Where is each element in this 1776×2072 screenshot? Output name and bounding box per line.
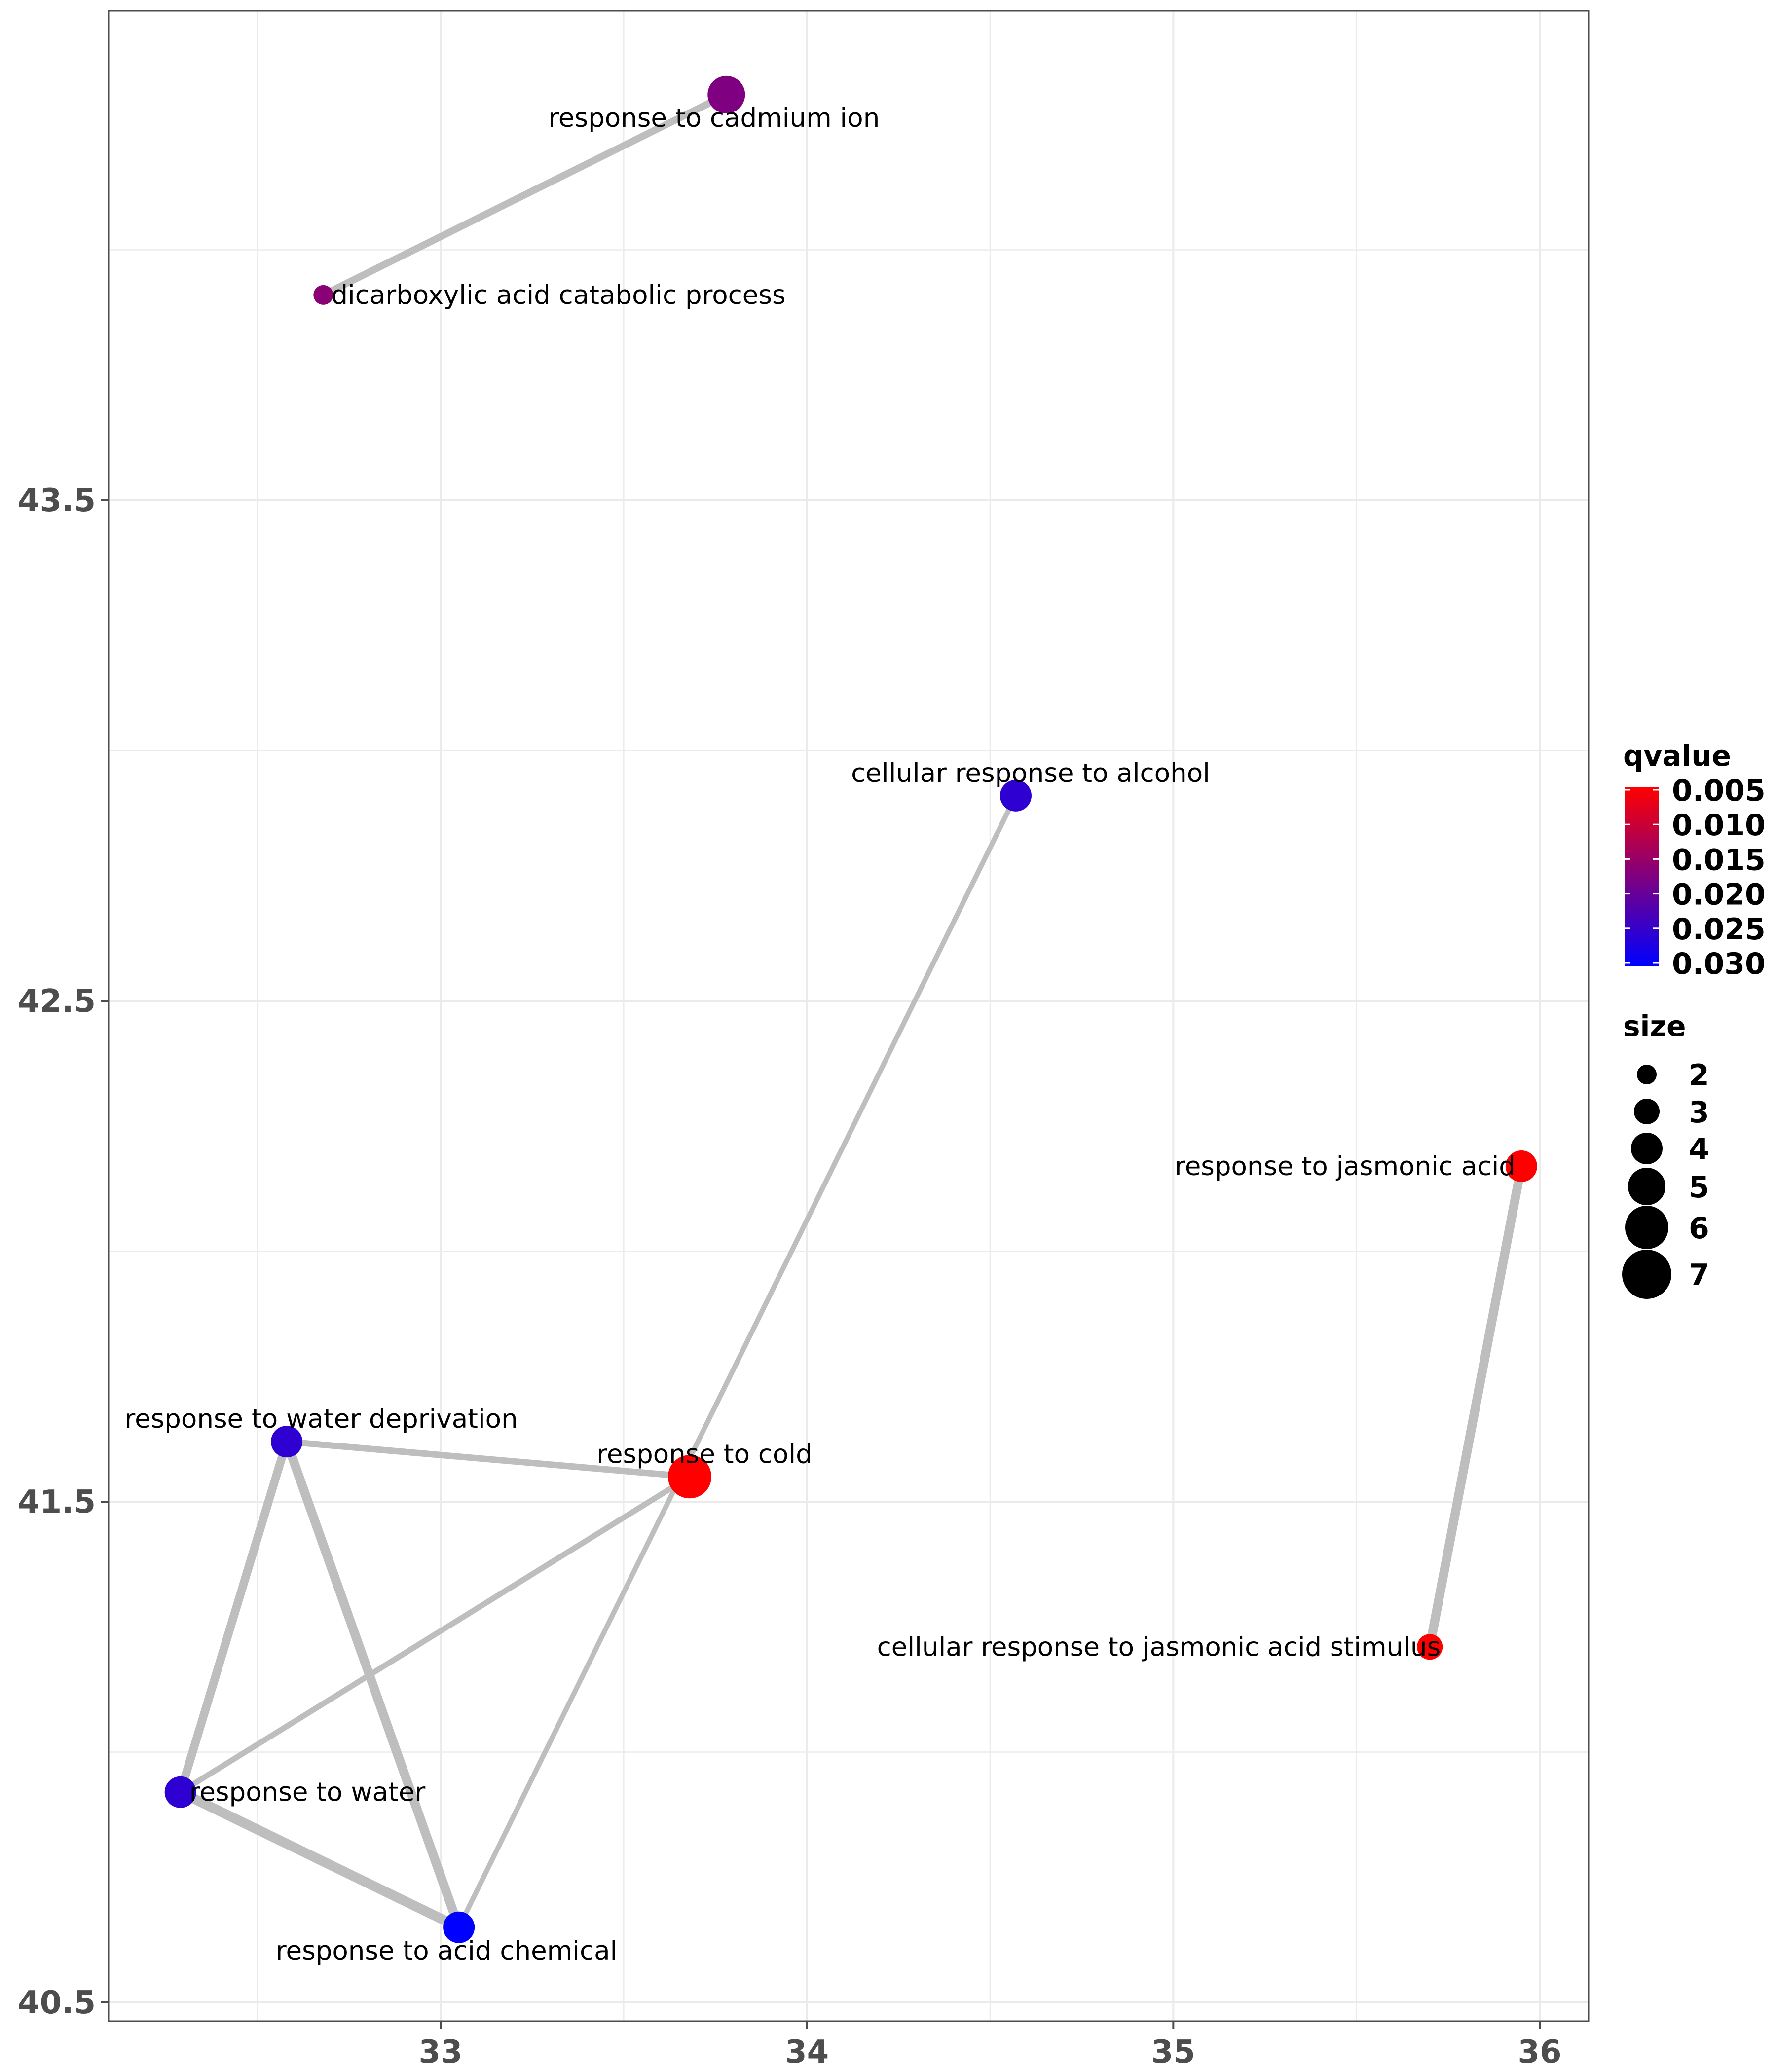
qvalue-legend-label: 0.020: [1672, 878, 1766, 912]
node-waterdep: [271, 1426, 303, 1458]
node-label-waterdep: response to water deprivation: [124, 1404, 518, 1434]
size-legend-label: 7: [1689, 1258, 1709, 1293]
edge: [322, 91, 728, 298]
node-label-jasmonic: response to jasmonic acid: [1175, 1151, 1516, 1182]
legend: qvalue size 0.0050.0100.0150.0200.0250.0…: [1622, 739, 1766, 1299]
node-jasstim: [1417, 1634, 1443, 1660]
grid: [109, 11, 1589, 2021]
size-legend-key: [1634, 1099, 1660, 1124]
size-legend-label: 4: [1689, 1132, 1709, 1167]
node-cold: [668, 1455, 712, 1499]
qvalue-legend-label: 0.030: [1672, 947, 1766, 981]
node-label-cold: response to cold: [596, 1439, 813, 1469]
x-tick-label: 35: [1151, 2034, 1195, 2071]
size-legend-label: 6: [1689, 1211, 1709, 1246]
node-label-acidchem: response to acid chemical: [276, 1936, 618, 1966]
node-dicarb: [313, 285, 333, 305]
edge: [456, 794, 1018, 1929]
edge: [178, 1787, 461, 1932]
color-legend-title: qvalue: [1623, 739, 1731, 773]
qvalue-legend-label: 0.005: [1672, 774, 1766, 808]
node-water: [164, 1776, 196, 1808]
edge: [1425, 1165, 1526, 1648]
edge: [282, 1440, 463, 1929]
x-tick-label: 36: [1517, 2034, 1561, 2071]
size-legend-key: [1628, 1168, 1665, 1205]
size-legend-key: [1631, 1133, 1663, 1164]
y-tick-label: 42.5: [18, 983, 96, 1020]
node-alcohol: [999, 779, 1032, 812]
node-label-dicarb: dicarboxylic acid catabolic process: [331, 280, 785, 310]
x-tick-label: 33: [418, 2034, 462, 2071]
node-cadmium: [707, 75, 745, 113]
node-label-water: response to water: [189, 1777, 426, 1808]
y-tick-label: 43.5: [18, 482, 96, 519]
node-labels: response to cadmium ion dicarboxylic acid…: [124, 103, 1515, 1966]
nodes: [164, 75, 1537, 1943]
edge: [179, 1474, 692, 1795]
edges: [176, 91, 1526, 1932]
size-legend-key: [1622, 1250, 1671, 1299]
node-jasmonic: [1505, 1150, 1537, 1182]
panel-border: [108, 10, 1590, 2022]
x-tick-label: 34: [785, 2034, 829, 2071]
node-label-jasstim: cellular response to jasmonic acid stimu…: [877, 1632, 1441, 1662]
node-acidchem: [443, 1911, 475, 1943]
size-legend-label: 5: [1689, 1170, 1709, 1205]
qvalue-legend-label: 0.025: [1672, 912, 1766, 947]
node-label-alcohol: cellular response to alcohol: [851, 758, 1210, 788]
qvalue-legend-label: 0.015: [1672, 843, 1766, 877]
size-legend-key: [1637, 1065, 1657, 1084]
qvalue-colorbar: [1625, 787, 1659, 966]
edge: [286, 1438, 690, 1480]
y-tick-label: 40.5: [18, 1985, 96, 2021]
axes: 33 34 35 36 40.5 41.5 42.5 43.5: [18, 482, 1561, 2071]
node-label-cadmium: response to cadmium ion: [548, 103, 880, 133]
qvalue-legend-label: 0.010: [1672, 808, 1766, 843]
size-legend-label: 2: [1689, 1058, 1709, 1093]
size-legend-key: [1625, 1206, 1668, 1249]
panel-background: [109, 11, 1589, 2021]
size-legend-title: size: [1623, 1009, 1686, 1043]
y-tick-label: 41.5: [18, 1484, 96, 1520]
size-legend-label: 3: [1689, 1095, 1709, 1130]
edge: [176, 1440, 291, 1794]
